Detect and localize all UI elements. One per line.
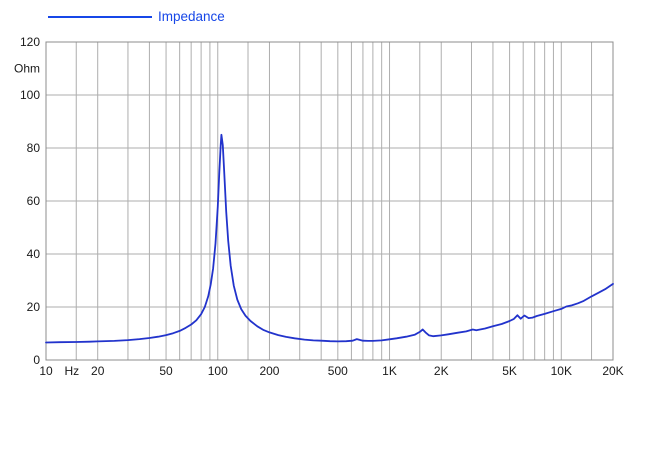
plot-area: 10 20 50 100 200 500 1K 2K 5K 10K 20K Hz 0 20 40 60 80 10…	[14, 35, 624, 378]
y-axis-label: 60	[27, 194, 41, 208]
legend-label: Impedance	[158, 9, 225, 24]
x-axis-label: 2K	[434, 364, 449, 378]
x-axis-label: 50	[159, 364, 173, 378]
x-axis-label: 20	[91, 364, 105, 378]
legend-line-swatch	[48, 16, 152, 18]
y-axis-label: 20	[27, 300, 41, 314]
x-axis-label: 5K	[502, 364, 517, 378]
y-axis-label: 80	[27, 141, 41, 155]
x-axis-label: 100	[208, 364, 228, 378]
x-axis-label: 20K	[602, 364, 623, 378]
x-axis-unit-label: Hz	[65, 364, 80, 378]
chart-legend: Impedance	[0, 0, 650, 34]
impedance-curve	[45, 133, 614, 344]
y-axis-label: 100	[20, 88, 40, 102]
x-axis-label: 500	[328, 364, 348, 378]
y-axis-label: 40	[27, 247, 41, 261]
y-axis-label: 0	[33, 353, 40, 367]
y-axis-label: 120	[20, 35, 40, 49]
x-axis-label: 1K	[382, 364, 397, 378]
x-axis-label: 200	[259, 364, 279, 378]
plot-frame	[45, 41, 614, 361]
x-axis-label: 10K	[551, 364, 572, 378]
x-axis-label: 10	[39, 364, 53, 378]
y-axis-unit-label: Ohm	[14, 62, 40, 76]
